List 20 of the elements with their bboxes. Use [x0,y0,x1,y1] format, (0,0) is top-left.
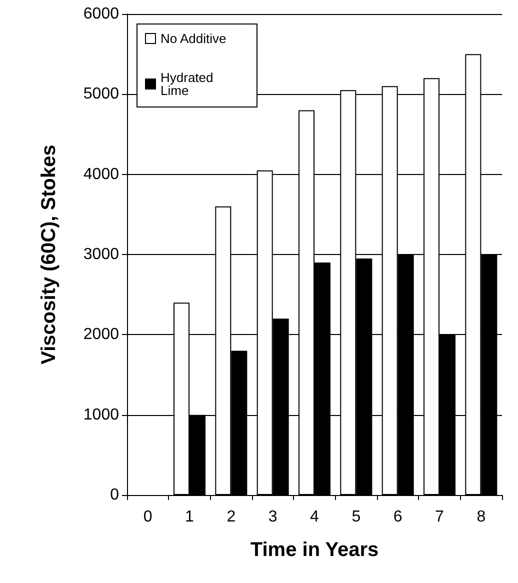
y-tick-label: 6000 [83,6,120,22]
x-axis-title: Time in Years [250,539,379,561]
y-axis-title: Viscosity (60C), Stokes [38,144,60,364]
y-tick-label: 0 [110,486,120,504]
y-tick-label: 3000 [83,246,120,263]
x-tick-label: 4 [310,508,320,526]
y-tick-label: 4000 [83,166,120,183]
x-tick-label: 5 [352,508,361,526]
x-tick-label: 1 [185,508,194,526]
legend-label: No Additive [160,31,226,46]
x-tick-label: 7 [435,508,444,526]
y-tick-label: 1000 [83,406,120,424]
legend-label: Hydrated Lime [160,70,217,98]
y-tick-label: 2000 [83,326,120,344]
x-tick-label: 0 [143,508,152,526]
x-tick-label: 8 [476,508,486,526]
y-tick-label: 5000 [83,86,120,103]
x-tick-label: 2 [226,508,236,526]
x-tick-label: 6 [393,508,402,526]
x-tick-label: 3 [268,508,278,526]
